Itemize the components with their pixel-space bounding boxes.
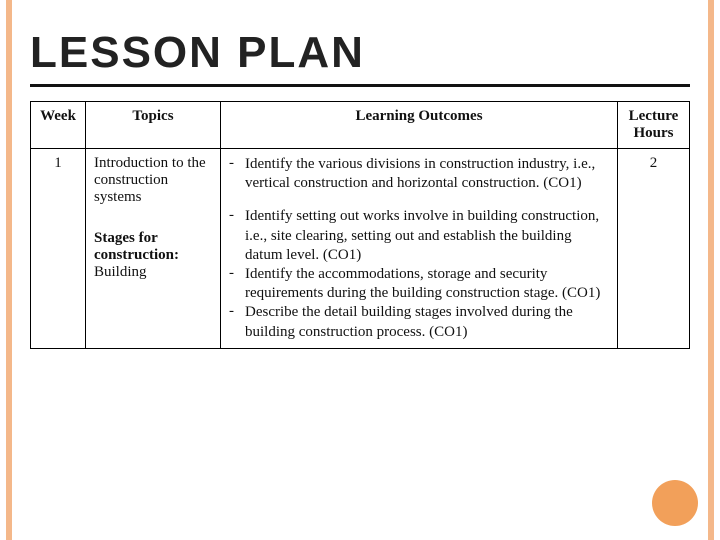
header-week: Week <box>31 102 86 149</box>
header-topics: Topics <box>86 102 221 149</box>
title-underline <box>30 84 690 87</box>
outcome-item: - Identify the accommodations, storage a… <box>229 265 609 303</box>
header-learning-outcomes: Learning Outcomes <box>221 102 618 149</box>
bullet-dash: - <box>229 207 245 224</box>
header-lecture-hours: Lecture Hours <box>618 102 690 149</box>
table-header-row: Week Topics Learning Outcomes Lecture Ho… <box>31 102 690 149</box>
decorative-circle <box>652 480 698 526</box>
right-accent-bar <box>708 0 714 540</box>
page-title: LESSON PLAN <box>30 28 690 78</box>
outcome-text: Identify the accommodations, storage and… <box>245 265 609 303</box>
outcome-item: - Identify setting out works involve in … <box>229 207 609 265</box>
slide-content: LESSON PLAN Week Topics Learning Outcome… <box>30 28 690 349</box>
outcome-text: Identify setting out works involve in bu… <box>245 207 609 265</box>
outcome-group-2: - Identify setting out works involve in … <box>229 207 609 341</box>
cell-week: 1 <box>31 149 86 349</box>
bullet-dash: - <box>229 155 245 172</box>
lesson-plan-table: Week Topics Learning Outcomes Lecture Ho… <box>30 101 690 349</box>
topic-2: Stages for construction: Building <box>94 230 212 281</box>
bullet-dash: - <box>229 265 245 282</box>
outcome-text: Describe the detail building stages invo… <box>245 303 609 341</box>
topic-2-rest: Building <box>94 264 147 280</box>
topic-1: Introduction to the construction systems <box>94 155 212 206</box>
left-accent-bar <box>6 0 12 540</box>
outcome-item: - Identify the various divisions in cons… <box>229 155 609 193</box>
outcome-text: Identify the various divisions in constr… <box>245 155 609 193</box>
table-row: 1 Introduction to the construction syste… <box>31 149 690 349</box>
cell-lecture-hours: 2 <box>618 149 690 349</box>
cell-learning-outcomes: - Identify the various divisions in cons… <box>221 149 618 349</box>
outcome-group-1: - Identify the various divisions in cons… <box>229 155 609 193</box>
outcome-item: - Describe the detail building stages in… <box>229 303 609 341</box>
bullet-dash: - <box>229 303 245 320</box>
cell-topics: Introduction to the construction systems… <box>86 149 221 349</box>
topic-2-strong: Stages for construction: <box>94 230 179 263</box>
